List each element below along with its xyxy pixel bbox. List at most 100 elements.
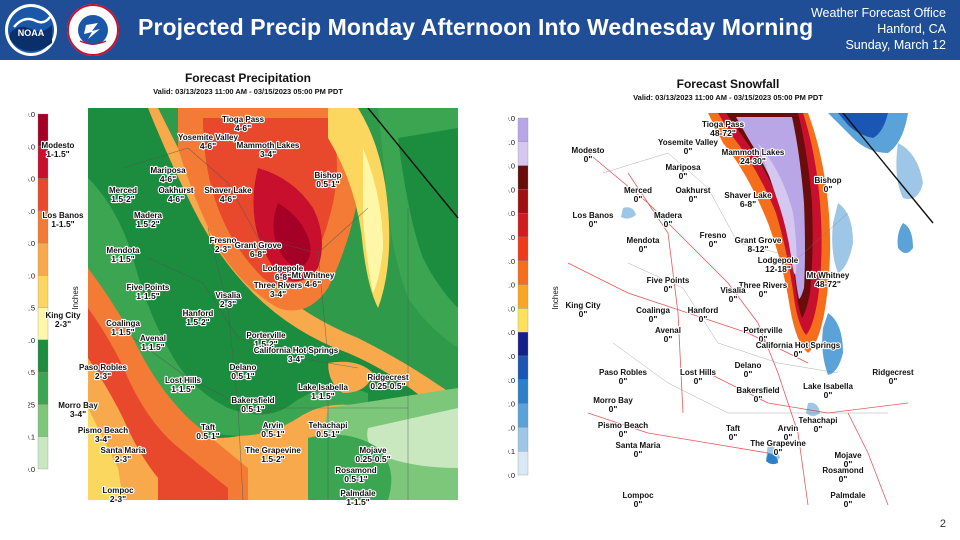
city-value: 0" bbox=[744, 369, 753, 379]
city-name: Mt Whitney bbox=[807, 271, 850, 280]
city-value: 3-4" bbox=[70, 409, 86, 419]
city-value: 0" bbox=[759, 334, 768, 344]
city-name: Delano bbox=[735, 361, 762, 370]
city-name: Delano bbox=[230, 363, 257, 372]
colorbar-tick-label: 30.0 bbox=[508, 209, 515, 218]
city-value: 4-6" bbox=[160, 174, 176, 184]
city-value: 0" bbox=[609, 404, 618, 414]
city-name: Lost Hills bbox=[165, 376, 202, 385]
colorbar-segment bbox=[37, 372, 49, 405]
colorbar-tick-label: 0.1 bbox=[508, 447, 515, 456]
colorbar-tick-label: 1.0 bbox=[28, 336, 35, 345]
city-value: 4-6" bbox=[235, 123, 251, 133]
colorbar-tick-label: 3.0 bbox=[508, 376, 515, 385]
header-banner: NOAA Projected Precip Monday Afternoon I… bbox=[0, 0, 960, 60]
city-value: 0" bbox=[639, 244, 648, 254]
city-name: Palmdale bbox=[830, 491, 866, 500]
city-name: Lake Isabella bbox=[803, 382, 853, 391]
city-name: Ridgecrest bbox=[872, 368, 914, 377]
city-name: Mendota bbox=[107, 246, 140, 255]
city-value: 4-6" bbox=[200, 141, 216, 151]
page-number: 2 bbox=[939, 518, 946, 530]
city-value: 0" bbox=[619, 376, 628, 386]
city-name: Fresno bbox=[210, 236, 237, 245]
city-name: Modesto bbox=[42, 141, 75, 150]
office-info: Weather Forecast Office Hanford, CA Sund… bbox=[811, 5, 946, 53]
colorbar-tick-label: 0.0 bbox=[508, 471, 515, 480]
colorbar-tick-label: 6.0 bbox=[508, 328, 515, 337]
city-value: 0" bbox=[729, 432, 738, 442]
city-name: Merced bbox=[624, 186, 652, 195]
city-name: Shaver Lake bbox=[724, 191, 772, 200]
city-value: 0.5-1" bbox=[261, 429, 284, 439]
nws-logo-icon bbox=[67, 4, 119, 56]
city-name: California Hot Springs bbox=[254, 346, 339, 355]
city-value: 2-3" bbox=[95, 371, 111, 381]
city-name: Tehachapi bbox=[799, 416, 838, 425]
city-value: 1.5-2" bbox=[261, 454, 284, 464]
city-name: Three Rivers bbox=[254, 281, 303, 290]
city-value: 1-1.5" bbox=[346, 497, 369, 507]
city-value: 48-72" bbox=[815, 279, 841, 289]
city-name: Paso Robles bbox=[79, 363, 128, 372]
snow-state-line bbox=[842, 113, 934, 224]
colorbar-segment bbox=[517, 379, 529, 404]
city-name: Merced bbox=[109, 186, 137, 195]
city-value: 0" bbox=[679, 171, 688, 181]
colorbar-tick-label: 2.0 bbox=[508, 400, 515, 409]
office-name: Weather Forecast Office bbox=[810, 6, 946, 20]
precip-state-line bbox=[367, 108, 459, 219]
colorbar-segment bbox=[517, 236, 529, 261]
city-name: Oakhurst bbox=[675, 186, 710, 195]
snow-panel: Forecast Snowfall Valid: 03/13/2023 11:0… bbox=[508, 68, 948, 508]
colorbar-tick-label: 36.0 bbox=[508, 185, 515, 194]
colorbar-segment bbox=[37, 275, 49, 308]
city-value: 1-1.5" bbox=[111, 327, 134, 337]
city-name: Tioga Pass bbox=[702, 120, 745, 129]
city-name: Lost Hills bbox=[680, 368, 717, 377]
city-value: 2-3" bbox=[220, 299, 236, 309]
city-name: Bishop bbox=[814, 176, 841, 185]
city-name: Visalia bbox=[720, 286, 746, 295]
colorbar-segment bbox=[37, 178, 49, 211]
city-value: 0" bbox=[699, 314, 708, 324]
colorbar-tick-label: 120.0 bbox=[508, 114, 515, 123]
city-name: Pismo Beach bbox=[598, 421, 648, 430]
city-name: Yosemite Valley bbox=[178, 133, 238, 142]
precip-panel: Forecast Precipitation Valid: 03/13/2023… bbox=[28, 68, 468, 508]
precip-panel-valid-time: Valid: 03/13/2023 11:00 AM - 03/15/2023 … bbox=[153, 87, 343, 96]
city-name: Santa Maria bbox=[616, 441, 661, 450]
city-value: 3-4" bbox=[95, 434, 111, 444]
